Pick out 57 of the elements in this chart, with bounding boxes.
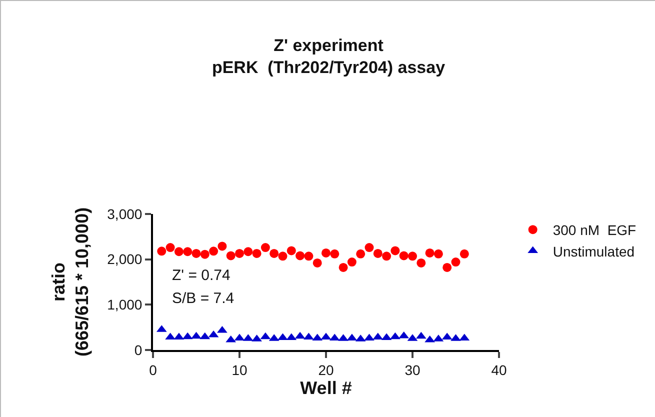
point — [165, 332, 176, 340]
point — [382, 252, 392, 261]
legend-label: Unstimulated — [552, 243, 635, 260]
legend-label: 300 nM EGF — [552, 222, 636, 238]
y-tick-label: 0 — [134, 342, 142, 358]
point — [252, 248, 262, 258]
point — [191, 332, 202, 339]
x-axis-title: Well # — [300, 378, 352, 398]
point — [408, 252, 417, 261]
y-tick-label: 3,000 — [107, 206, 142, 222]
point — [356, 249, 366, 258]
point — [296, 251, 305, 260]
point — [157, 246, 166, 256]
point — [425, 248, 434, 258]
point — [174, 247, 184, 256]
point — [390, 332, 400, 340]
point — [330, 249, 340, 258]
point — [460, 249, 469, 258]
x-tick-label: 0 — [149, 362, 158, 378]
point — [278, 252, 288, 261]
point — [364, 243, 374, 252]
y-tick-label: 1,000 — [107, 296, 142, 313]
x-tick-label: 20 — [318, 362, 334, 378]
chart-title: Z' experiment pERK (Thr202/Tyr204) assay — [212, 36, 446, 78]
point — [304, 332, 314, 340]
y-axis-title: ratio (665/615 * 10,000) — [48, 207, 92, 357]
x-tick-label: 10 — [232, 362, 248, 378]
point — [399, 251, 408, 260]
point — [235, 248, 244, 258]
point — [209, 246, 218, 256]
point — [286, 246, 296, 256]
point — [278, 333, 288, 340]
y-tick-label: 2,000 — [107, 251, 142, 268]
annotation: S/B = 7.4 — [172, 290, 234, 307]
point — [338, 262, 348, 272]
point — [373, 248, 382, 258]
point — [260, 243, 270, 252]
point — [218, 242, 227, 251]
annotation: Z' = 0.74 — [172, 267, 230, 284]
point — [226, 251, 236, 260]
point — [183, 247, 192, 256]
x-tick-label: 30 — [404, 362, 420, 378]
x-tick-label: 40 — [491, 362, 507, 378]
point — [416, 258, 426, 268]
point — [166, 243, 175, 252]
point — [270, 248, 279, 258]
point — [244, 247, 253, 256]
point — [304, 252, 314, 261]
point — [312, 258, 322, 268]
point — [451, 258, 460, 267]
point — [434, 249, 443, 258]
point — [200, 250, 210, 259]
point — [390, 246, 400, 256]
point — [442, 262, 452, 272]
point — [192, 248, 201, 258]
point — [322, 248, 330, 258]
point — [347, 258, 356, 267]
